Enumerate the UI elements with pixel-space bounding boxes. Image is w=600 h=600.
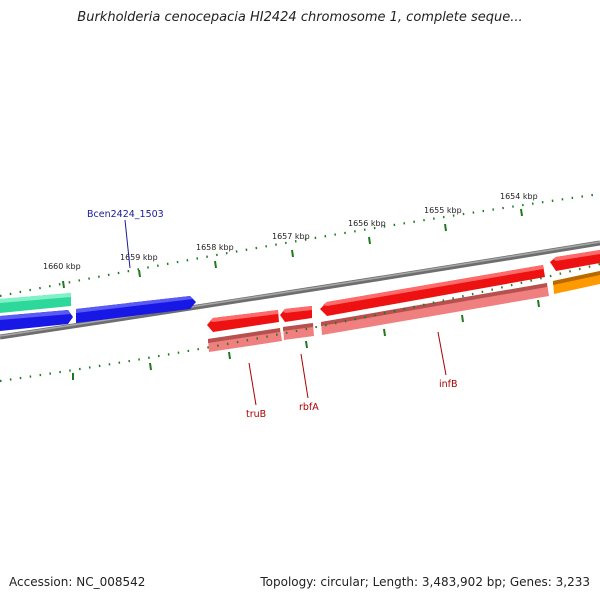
major-tick-1654	[520, 208, 523, 217]
reverse-cds	[208, 271, 600, 352]
tick-label-1659: 1659 kbp	[120, 253, 158, 262]
major-tick-1660	[62, 280, 65, 289]
tick-label-1657: 1657 kbp	[272, 232, 310, 241]
gene-label-rbfA[interactable]: rbfA	[299, 402, 319, 413]
inner-tick-7	[537, 299, 540, 308]
gene-next-red-highlight	[553, 250, 600, 261]
cds-infB-shade	[321, 283, 547, 326]
gene-truB-highlight	[210, 310, 278, 322]
accession-text: Accession: NC_008542	[9, 575, 146, 589]
gene-label-bcen2424-1503[interactable]: Bcen2424_1503	[87, 209, 164, 220]
forward-gene-teal-highlight	[0, 293, 71, 303]
leader-bcen2424-1503	[124, 219, 131, 269]
tick-label-1655: 1655 kbp	[424, 206, 462, 215]
inner-tick-3	[228, 351, 231, 360]
tick-label-1656: 1656 kbp	[348, 219, 386, 228]
major-tick-1656	[368, 236, 371, 245]
chromosome-backbone-highlight	[0, 241, 600, 337]
leader-rbfA	[300, 353, 309, 399]
tick-label-1658: 1658 kbp	[196, 243, 234, 252]
cds-rbfA-shade	[283, 323, 313, 331]
major-tick-1657	[291, 249, 294, 258]
inner-tick-4	[305, 340, 308, 349]
outer-scale-ring	[0, 192, 600, 298]
inner-tick-5	[383, 328, 386, 337]
gene-label-truB[interactable]: truB	[246, 409, 266, 420]
forward-gene-blue-2-highlight	[76, 296, 193, 313]
inner-tick-6	[461, 314, 464, 323]
inner-tick-2	[149, 362, 152, 371]
forward-gene-blue-2[interactable]	[76, 296, 196, 323]
tick-label-1660: 1660 kbp	[43, 262, 81, 271]
gene-orange-shade	[553, 271, 600, 285]
leader-truB	[248, 362, 257, 406]
gene-rbfA-highlight	[283, 306, 312, 313]
forward-gene-blue-1-highlight	[0, 310, 71, 320]
map-title: Burkholderia cenocepacia HI2424 chromoso…	[77, 10, 523, 25]
major-tick-1658	[214, 260, 217, 269]
gene-label-infB[interactable]: infB	[439, 379, 458, 390]
cds-truB-shade	[208, 328, 280, 343]
gene-infB-highlight	[323, 265, 543, 306]
major-tick-1659	[138, 269, 141, 278]
forward-genes	[0, 293, 196, 331]
leader-infB	[437, 331, 447, 376]
topology-text: Topology: circular; Length: 3,483,902 bp…	[260, 575, 590, 589]
chromosome-backbone	[0, 240, 600, 340]
reverse-genes	[207, 250, 600, 332]
major-tick-1655	[444, 223, 447, 232]
tick-label-1654: 1654 kbp	[500, 192, 538, 201]
inner-scale-ring	[0, 262, 600, 383]
